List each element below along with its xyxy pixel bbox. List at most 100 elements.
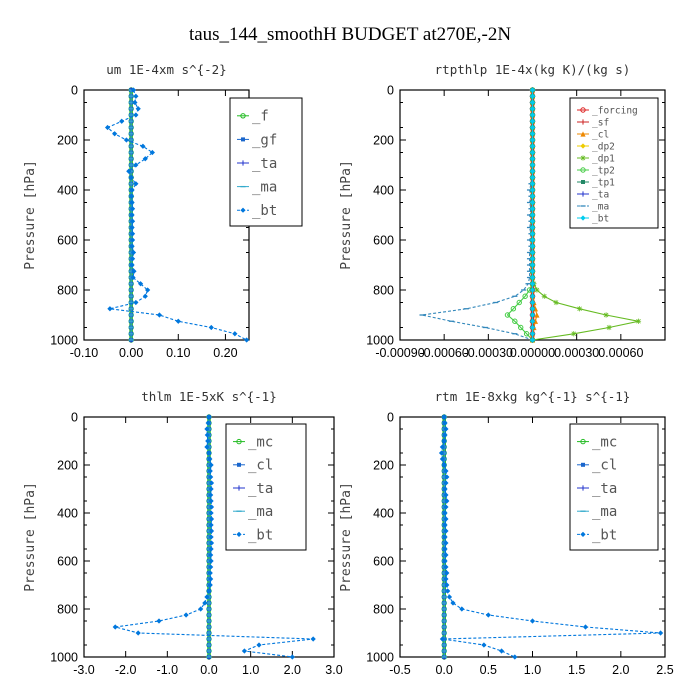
- x-tick-label: 2.0: [612, 663, 629, 677]
- legend: _mc _cl _ta _ma _bt: [569, 423, 659, 551]
- data-point: [529, 106, 536, 112]
- legend-label: _f: [252, 109, 269, 125]
- data-point: [129, 237, 136, 243]
- data-point: [529, 243, 536, 249]
- data-point: [133, 93, 139, 99]
- data-point: [529, 337, 536, 343]
- legend-label: _ta: [592, 481, 617, 497]
- panel-2: rtpthlp 1E-4x(kg K)/(kg s) Pressure [hPa]…: [339, 62, 666, 360]
- panel-title: thlm 1E-5xK s^{-1}: [141, 389, 276, 404]
- data-point: [439, 456, 445, 462]
- y-tick-label: 400: [57, 507, 78, 521]
- y-tick-label: 200: [57, 134, 78, 148]
- data-point: [129, 193, 135, 199]
- legend-label: _dp1: [592, 153, 615, 164]
- data-point: [104, 124, 111, 131]
- y-axis-label: Pressure [hPa]: [23, 482, 38, 592]
- data-point: [129, 256, 136, 262]
- x-tick-label: -0.00030: [464, 346, 513, 360]
- series-bt: [438, 414, 664, 660]
- data-point: [129, 206, 136, 212]
- panel-1: um 1E-4xm s^{-2} Pressure [hPa] 0 200 400 600…: [23, 62, 303, 360]
- data-point: [129, 199, 135, 206]
- data-point: [529, 262, 536, 268]
- legend-marker: [580, 119, 586, 125]
- data-point: [131, 268, 137, 274]
- data-point: [512, 318, 518, 324]
- legend-marker: [580, 215, 586, 221]
- data-point: [208, 324, 214, 331]
- data-point: [444, 498, 450, 504]
- data-point: [529, 281, 536, 287]
- y-tick-label: 400: [373, 507, 394, 521]
- panel-3: thlm 1E-5xK s^{-1} Pressure [hPa] 0 200 400 6…: [23, 389, 343, 677]
- y-tick-label: 800: [57, 603, 78, 617]
- data-point: [208, 534, 214, 540]
- data-point: [577, 306, 583, 312]
- data-point: [529, 287, 536, 293]
- y-tick-label: 600: [57, 555, 78, 569]
- data-point: [130, 87, 137, 93]
- data-point: [443, 540, 449, 546]
- panel-title: rtm 1E-8xkg kg^{-1} s^{-1}: [435, 389, 631, 404]
- data-point: [529, 206, 536, 212]
- legend-label: _bt: [592, 213, 609, 224]
- data-point: [204, 594, 210, 600]
- data-point: [112, 131, 118, 137]
- legend-label: _mc: [248, 435, 273, 451]
- data-point: [443, 468, 449, 474]
- y-tick-label: 0: [387, 411, 394, 425]
- data-point: [582, 624, 589, 630]
- data-point: [145, 287, 151, 293]
- data-point: [204, 444, 210, 450]
- y-tick-label: 0: [387, 84, 394, 98]
- data-point: [442, 420, 448, 426]
- panel-title: um 1E-4xm s^{-2}: [106, 62, 226, 77]
- data-point: [529, 249, 536, 256]
- legend-label: _ta: [248, 481, 273, 497]
- data-point: [443, 528, 449, 534]
- data-point: [208, 546, 214, 552]
- data-point: [529, 331, 536, 337]
- data-point: [208, 528, 215, 534]
- data-point: [529, 174, 536, 181]
- figure-title: taus_144_smoothH BUDGET at270E,-2N: [189, 24, 511, 45]
- data-point: [442, 510, 448, 516]
- data-point: [529, 256, 536, 262]
- legend-label: _tp2: [592, 165, 615, 176]
- y-axis-label: Pressure [hPa]: [23, 160, 38, 270]
- data-point: [129, 231, 136, 237]
- data-point: [529, 168, 536, 174]
- data-point: [512, 654, 518, 660]
- data-point: [529, 193, 536, 199]
- data-point: [445, 588, 451, 594]
- series-line: [421, 90, 534, 341]
- data-point: [529, 93, 536, 99]
- data-point: [129, 224, 135, 231]
- data-point: [204, 426, 210, 432]
- data-point: [485, 612, 491, 618]
- data-point: [442, 522, 448, 528]
- data-point: [208, 552, 214, 558]
- data-point: [208, 576, 214, 582]
- legend-label: _tp1: [592, 177, 615, 188]
- data-point: [443, 516, 449, 522]
- data-point: [142, 156, 148, 162]
- legend-label: _cl: [592, 129, 609, 140]
- data-point: [439, 444, 445, 450]
- y-tick-label: 0: [71, 411, 78, 425]
- x-tick-label: 0.20: [213, 346, 237, 360]
- legend-label: _cl: [592, 458, 617, 474]
- y-tick-label: 600: [373, 234, 394, 248]
- data-point: [444, 582, 450, 588]
- data-point: [443, 426, 449, 432]
- data-point: [133, 162, 139, 168]
- data-point: [198, 606, 204, 612]
- data-point: [529, 318, 536, 324]
- series-bt: [112, 414, 316, 660]
- legend-label: _ma: [248, 504, 273, 520]
- data-point: [107, 306, 113, 312]
- legend-box: [569, 423, 659, 551]
- data-point: [129, 243, 135, 249]
